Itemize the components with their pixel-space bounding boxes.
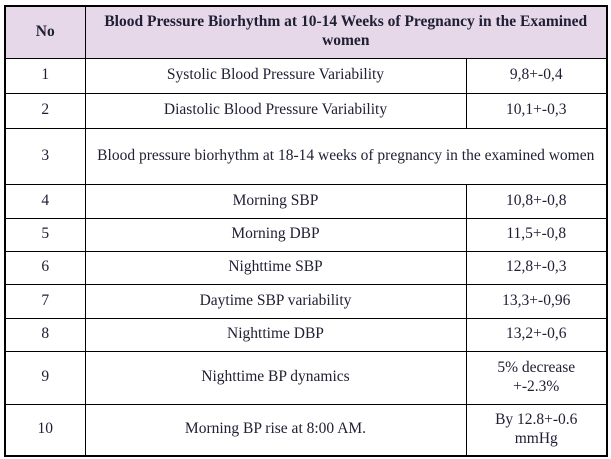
row-value: 10,1+-0,3 bbox=[465, 92, 608, 129]
table-row: 5 Morning DBP 11,5+-0,8 bbox=[4, 217, 608, 252]
row-value: 9,8+-0,4 bbox=[465, 57, 608, 94]
row-no: 4 bbox=[4, 183, 86, 219]
row-value: 11,5+-0,8 bbox=[465, 217, 608, 252]
row-label: Blood pressure biorhythm at 18-14 weeks … bbox=[84, 127, 608, 185]
row-value: 13,3+-0,96 bbox=[465, 283, 608, 319]
table-row: 1 Systolic Blood Pressure Variability 9,… bbox=[4, 57, 608, 94]
row-no: 7 bbox=[4, 283, 86, 319]
row-label: Morning BP rise at 8:00 AM. bbox=[84, 403, 467, 457]
row-no: 6 bbox=[4, 250, 86, 285]
table-header-row: No Blood Pressure Biorhythm at 10-14 Wee… bbox=[4, 5, 608, 59]
header-cell-no: No bbox=[4, 5, 86, 59]
table-row: 10 Morning BP rise at 8:00 AM. By 12.8+-… bbox=[4, 403, 608, 457]
row-no: 10 bbox=[4, 403, 86, 457]
row-label: Daytime SBP variability bbox=[84, 283, 467, 319]
table-row: 8 Nighttime DBP 13,2+-0,6 bbox=[4, 317, 608, 352]
row-no: 3 bbox=[4, 127, 86, 185]
row-no: 5 bbox=[4, 217, 86, 252]
row-no: 8 bbox=[4, 317, 86, 352]
row-no: 9 bbox=[4, 350, 86, 405]
header-cell-title: Blood Pressure Biorhythm at 10-14 Weeks … bbox=[84, 5, 608, 59]
row-value: 10,8+-0,8 bbox=[465, 183, 608, 219]
table-row-spanning: 3 Blood pressure biorhythm at 18-14 week… bbox=[4, 127, 608, 185]
row-value: 5% decrease +-2.3% bbox=[465, 350, 608, 405]
row-value: By 12.8+-0.6 mmHg bbox=[465, 403, 608, 457]
table-row: 6 Nighttime SBP 12,8+-0,3 bbox=[4, 250, 608, 285]
row-no: 1 bbox=[4, 57, 86, 94]
table-row: 7 Daytime SBP variability 13,3+-0,96 bbox=[4, 283, 608, 319]
row-no: 2 bbox=[4, 92, 86, 129]
row-value: 12,8+-0,3 bbox=[465, 250, 608, 285]
row-label: Nighttime BP dynamics bbox=[84, 350, 467, 405]
row-label: Diastolic Blood Pressure Variability bbox=[84, 92, 467, 129]
row-label: Systolic Blood Pressure Variability bbox=[84, 57, 467, 94]
row-label: Nighttime DBP bbox=[84, 317, 467, 352]
row-label: Morning SBP bbox=[84, 183, 467, 219]
row-label: Nighttime SBP bbox=[84, 250, 467, 285]
table-row: 2 Diastolic Blood Pressure Variability 1… bbox=[4, 92, 608, 129]
table-row: 9 Nighttime BP dynamics 5% decrease +-2.… bbox=[4, 350, 608, 405]
table-row: 4 Morning SBP 10,8+-0,8 bbox=[4, 183, 608, 219]
row-label: Morning DBP bbox=[84, 217, 467, 252]
blood-pressure-table: No Blood Pressure Biorhythm at 10-14 Wee… bbox=[4, 5, 609, 457]
row-value: 13,2+-0,6 bbox=[465, 317, 608, 352]
